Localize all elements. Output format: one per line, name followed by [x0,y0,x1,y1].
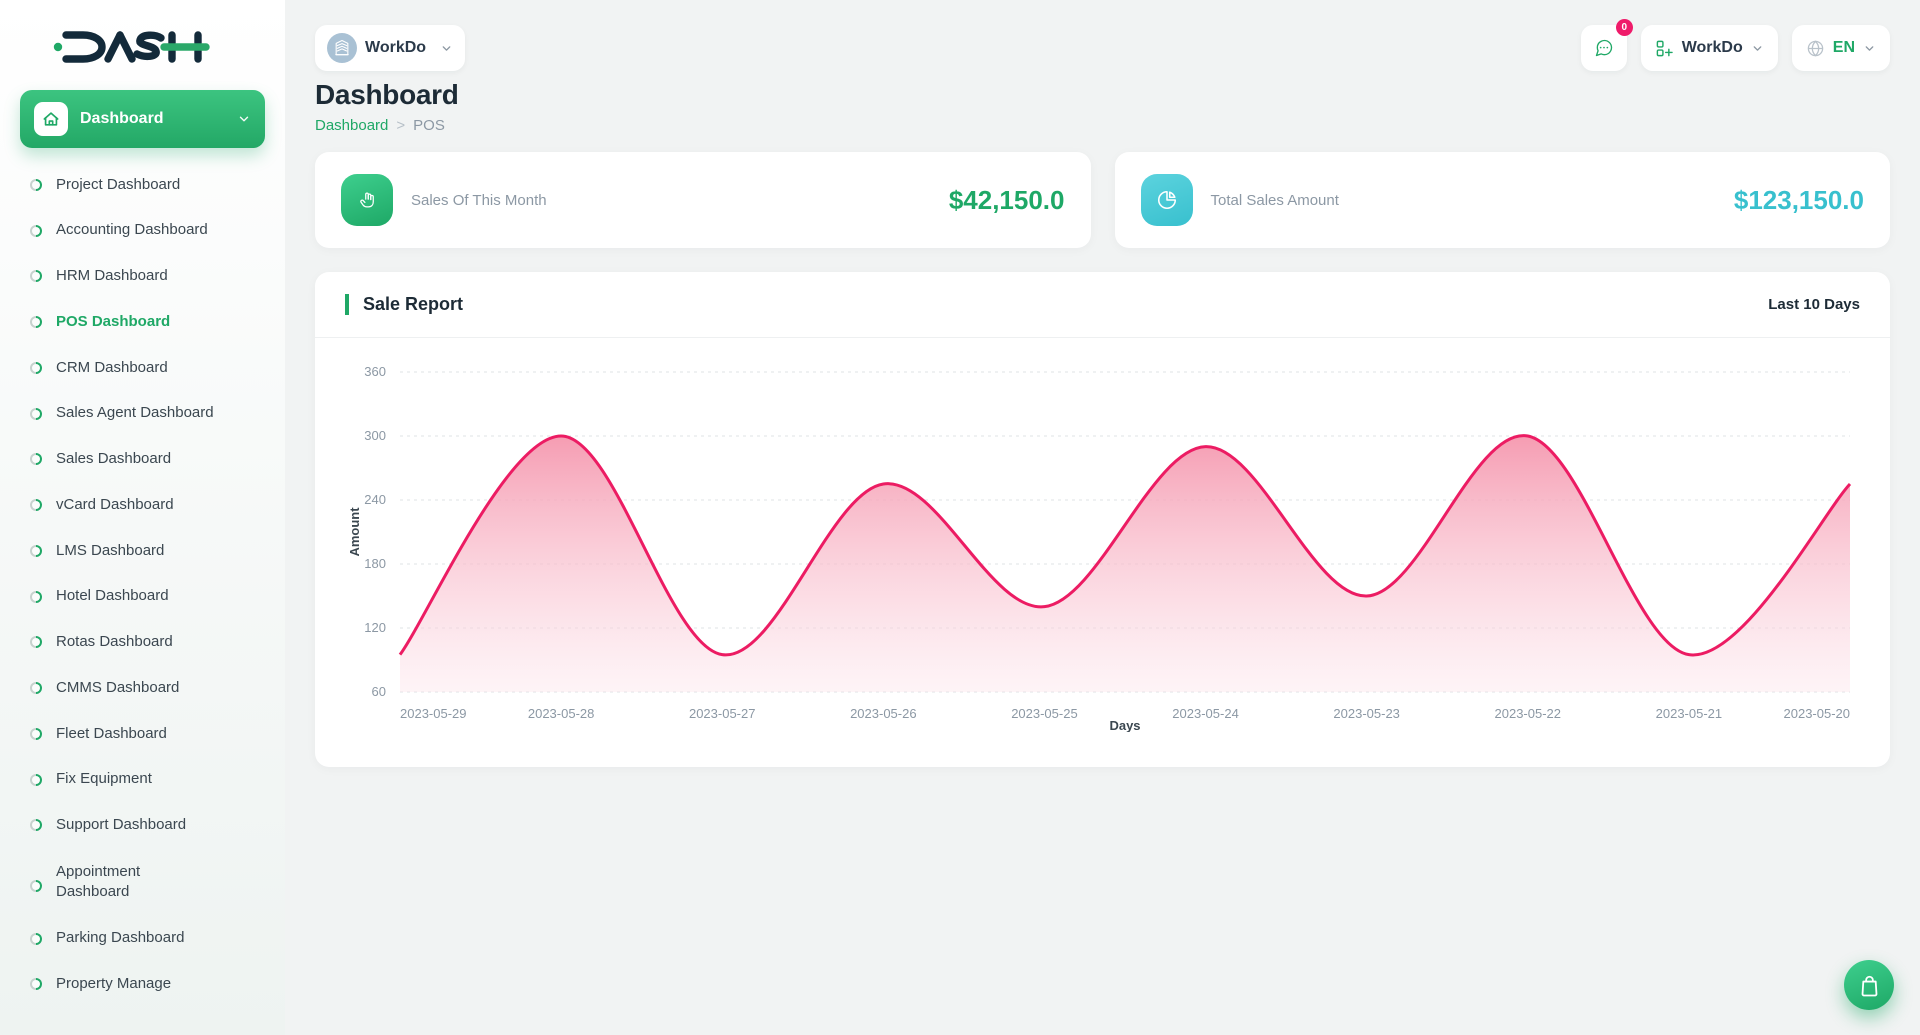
svg-text:2023-05-25: 2023-05-25 [1011,706,1078,721]
svg-text:2023-05-28: 2023-05-28 [528,706,595,721]
svg-text:Amount: Amount [347,507,362,557]
svg-text:180: 180 [364,556,386,571]
svg-text:2023-05-26: 2023-05-26 [850,706,917,721]
svg-text:2023-05-27: 2023-05-27 [689,706,756,721]
svg-text:2023-05-22: 2023-05-22 [1495,706,1562,721]
svg-text:Days: Days [1109,718,1140,732]
svg-text:2023-05-23: 2023-05-23 [1333,706,1400,721]
svg-text:360: 360 [364,364,386,379]
svg-text:2023-05-21: 2023-05-21 [1656,706,1723,721]
svg-text:2023-05-29: 2023-05-29 [400,706,467,721]
svg-text:120: 120 [364,620,386,635]
svg-text:300: 300 [364,428,386,443]
svg-text:2023-05-20: 2023-05-20 [1784,706,1851,721]
svg-text:2023-05-24: 2023-05-24 [1172,706,1239,721]
svg-text:240: 240 [364,492,386,507]
svg-text:60: 60 [372,684,386,699]
